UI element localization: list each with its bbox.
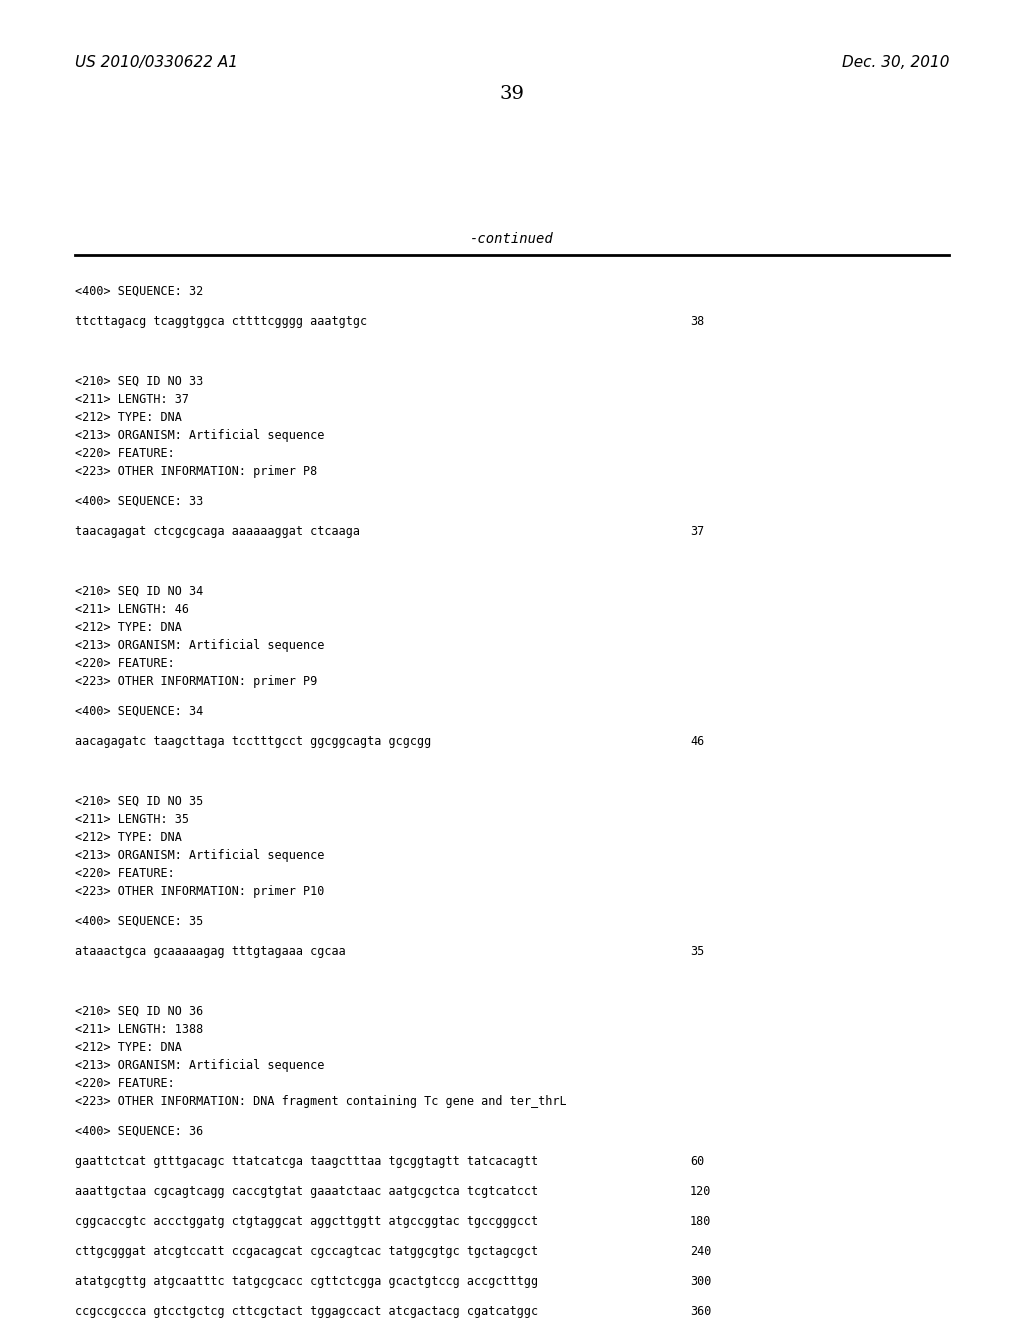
Text: <213> ORGANISM: Artificial sequence: <213> ORGANISM: Artificial sequence <box>75 849 325 862</box>
Text: aaattgctaa cgcagtcagg caccgtgtat gaaatctaac aatgcgctca tcgtcatcct: aaattgctaa cgcagtcagg caccgtgtat gaaatct… <box>75 1185 539 1199</box>
Text: <211> LENGTH: 46: <211> LENGTH: 46 <box>75 603 189 616</box>
Text: <210> SEQ ID NO 36: <210> SEQ ID NO 36 <box>75 1005 203 1018</box>
Text: <210> SEQ ID NO 35: <210> SEQ ID NO 35 <box>75 795 203 808</box>
Text: <400> SEQUENCE: 35: <400> SEQUENCE: 35 <box>75 915 203 928</box>
Text: <223> OTHER INFORMATION: primer P10: <223> OTHER INFORMATION: primer P10 <box>75 884 325 898</box>
Text: <211> LENGTH: 37: <211> LENGTH: 37 <box>75 393 189 407</box>
Text: <220> FEATURE:: <220> FEATURE: <box>75 657 175 671</box>
Text: 39: 39 <box>500 84 524 103</box>
Text: -continued: -continued <box>470 232 554 246</box>
Text: 37: 37 <box>690 525 705 539</box>
Text: cttgcgggat atcgtccatt ccgacagcat cgccagtcac tatggcgtgc tgctagcgct: cttgcgggat atcgtccatt ccgacagcat cgccagt… <box>75 1245 539 1258</box>
Text: <220> FEATURE:: <220> FEATURE: <box>75 867 175 880</box>
Text: <210> SEQ ID NO 33: <210> SEQ ID NO 33 <box>75 375 203 388</box>
Text: 60: 60 <box>690 1155 705 1168</box>
Text: <213> ORGANISM: Artificial sequence: <213> ORGANISM: Artificial sequence <box>75 429 325 442</box>
Text: 240: 240 <box>690 1245 712 1258</box>
Text: ttcttagacg tcaggtggca cttttcgggg aaatgtgc: ttcttagacg tcaggtggca cttttcgggg aaatgtg… <box>75 315 368 327</box>
Text: 360: 360 <box>690 1305 712 1317</box>
Text: US 2010/0330622 A1: US 2010/0330622 A1 <box>75 55 238 70</box>
Text: <210> SEQ ID NO 34: <210> SEQ ID NO 34 <box>75 585 203 598</box>
Text: <213> ORGANISM: Artificial sequence: <213> ORGANISM: Artificial sequence <box>75 639 325 652</box>
Text: <212> TYPE: DNA: <212> TYPE: DNA <box>75 620 182 634</box>
Text: aacagagatc taagcttaga tcctttgcct ggcggcagta gcgcgg: aacagagatc taagcttaga tcctttgcct ggcggca… <box>75 735 431 748</box>
Text: <211> LENGTH: 35: <211> LENGTH: 35 <box>75 813 189 826</box>
Text: ataaactgca gcaaaaagag tttgtagaaa cgcaa: ataaactgca gcaaaaagag tttgtagaaa cgcaa <box>75 945 346 958</box>
Text: <223> OTHER INFORMATION: DNA fragment containing Tc gene and ter_thrL: <223> OTHER INFORMATION: DNA fragment co… <box>75 1096 566 1107</box>
Text: <212> TYPE: DNA: <212> TYPE: DNA <box>75 832 182 843</box>
Text: atatgcgttg atgcaatttc tatgcgcacc cgttctcgga gcactgtccg accgctttgg: atatgcgttg atgcaatttc tatgcgcacc cgttctc… <box>75 1275 539 1288</box>
Text: <220> FEATURE:: <220> FEATURE: <box>75 447 175 459</box>
Text: <223> OTHER INFORMATION: primer P9: <223> OTHER INFORMATION: primer P9 <box>75 675 317 688</box>
Text: 300: 300 <box>690 1275 712 1288</box>
Text: 38: 38 <box>690 315 705 327</box>
Text: <400> SEQUENCE: 32: <400> SEQUENCE: 32 <box>75 285 203 298</box>
Text: <212> TYPE: DNA: <212> TYPE: DNA <box>75 1041 182 1053</box>
Text: cggcaccgtc accctggatg ctgtaggcat aggcttggtt atgccggtac tgccgggcct: cggcaccgtc accctggatg ctgtaggcat aggcttg… <box>75 1214 539 1228</box>
Text: ccgccgccca gtcctgctcg cttcgctact tggagccact atcgactacg cgatcatggc: ccgccgccca gtcctgctcg cttcgctact tggagcc… <box>75 1305 539 1317</box>
Text: 46: 46 <box>690 735 705 748</box>
Text: <213> ORGANISM: Artificial sequence: <213> ORGANISM: Artificial sequence <box>75 1059 325 1072</box>
Text: taacagagat ctcgcgcaga aaaaaaggat ctcaaga: taacagagat ctcgcgcaga aaaaaaggat ctcaaga <box>75 525 360 539</box>
Text: <400> SEQUENCE: 34: <400> SEQUENCE: 34 <box>75 705 203 718</box>
Text: <223> OTHER INFORMATION: primer P8: <223> OTHER INFORMATION: primer P8 <box>75 465 317 478</box>
Text: <212> TYPE: DNA: <212> TYPE: DNA <box>75 411 182 424</box>
Text: <211> LENGTH: 1388: <211> LENGTH: 1388 <box>75 1023 203 1036</box>
Text: Dec. 30, 2010: Dec. 30, 2010 <box>842 55 949 70</box>
Text: <400> SEQUENCE: 36: <400> SEQUENCE: 36 <box>75 1125 203 1138</box>
Text: 35: 35 <box>690 945 705 958</box>
Text: 180: 180 <box>690 1214 712 1228</box>
Text: <220> FEATURE:: <220> FEATURE: <box>75 1077 175 1090</box>
Text: 120: 120 <box>690 1185 712 1199</box>
Text: gaattctcat gtttgacagc ttatcatcga taagctttaa tgcggtagtt tatcacagtt: gaattctcat gtttgacagc ttatcatcga taagctt… <box>75 1155 539 1168</box>
Text: <400> SEQUENCE: 33: <400> SEQUENCE: 33 <box>75 495 203 508</box>
